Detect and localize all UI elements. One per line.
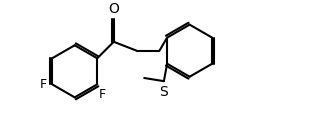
Text: O: O <box>108 2 119 16</box>
Text: S: S <box>159 85 168 99</box>
Text: F: F <box>39 78 46 91</box>
Text: F: F <box>99 88 106 101</box>
